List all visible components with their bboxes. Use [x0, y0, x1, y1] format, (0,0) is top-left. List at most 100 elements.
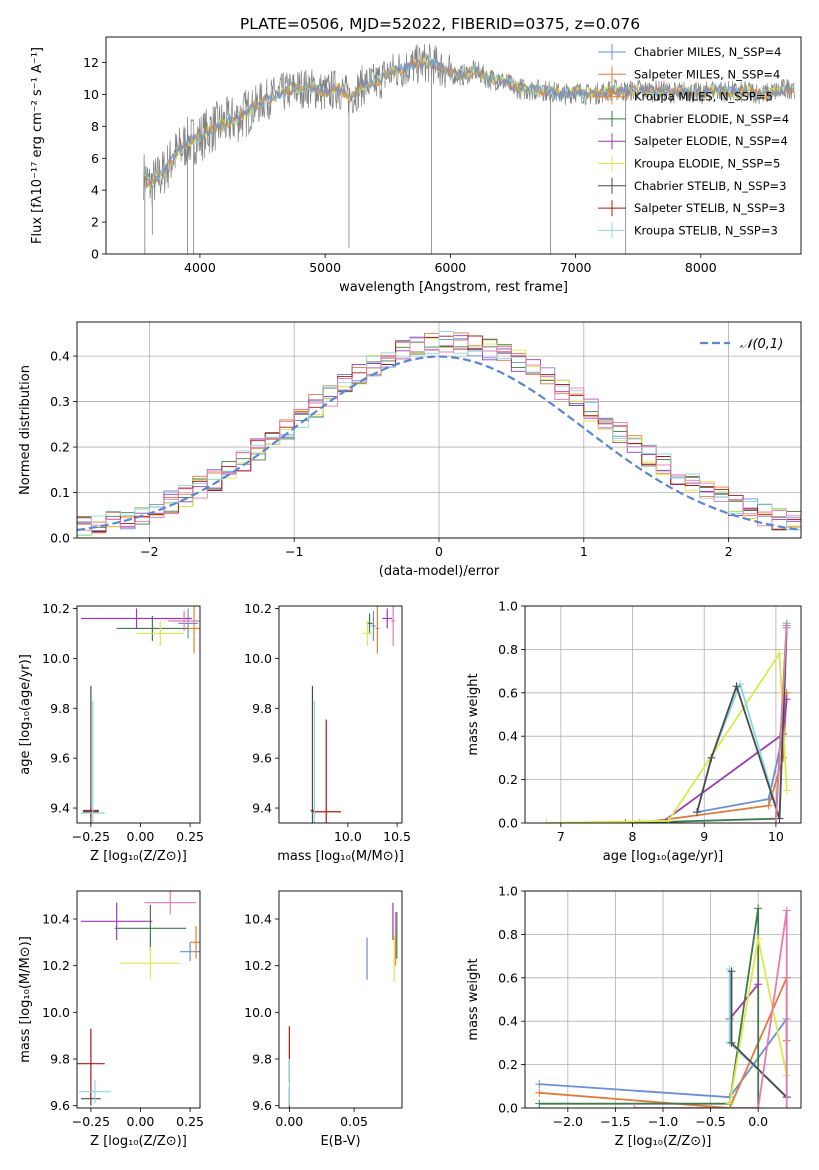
legend-label: Salpeter ELODIE, N_SSP=4: [634, 134, 788, 148]
errorbar-point: [371, 610, 376, 641]
panel-residuals: −2 −1 0 1 2 0.0 0.1 0.2 0.3 0.4 (data-model)/error…: [18, 321, 802, 579]
y-tick-label: 9.8: [50, 1052, 70, 1067]
y-tick-label: 0.0: [498, 1101, 518, 1116]
x-axis-label: Z [log₁₀(Z/Z⊙)]: [90, 1134, 187, 1149]
y-tick-label: 10.2: [244, 601, 272, 616]
panel-mass-vs-z: −0.25 0.00 0.25 9.6 9.8 10.0 10.2 10.4 Z [log₁₀(…: [18, 890, 204, 1149]
y-tick-label: 0.2: [498, 1057, 518, 1072]
mass-weight-marker: [630, 1104, 639, 1108]
x-axis-label: wavelength [Angstrom, rest frame]: [339, 280, 568, 295]
mass-weight-marker: [727, 967, 736, 976]
x-tick-label: 6000: [434, 260, 466, 275]
x-tick-label: 8: [629, 829, 637, 844]
mass-weight-marker: [664, 816, 673, 823]
axes-frame: [76, 605, 201, 824]
legend: 𝒩(0,1): [700, 337, 783, 352]
x-tick-label: 7000: [560, 260, 592, 275]
y-tick-label: 10.2: [42, 958, 70, 973]
plot-area: [77, 891, 200, 1106]
y-tick-label: 10.0: [244, 651, 272, 666]
errorbar-point: [80, 902, 153, 940]
y-tick-label: 9.6: [252, 751, 272, 766]
errorbar-point: [311, 719, 341, 823]
x-axis-label: Z [log₁₀(Z/Z⊙)]: [615, 1134, 712, 1149]
y-tick-label: 0.8: [498, 642, 518, 657]
mass-weight-marker: [754, 1104, 763, 1108]
y-tick-label: 10.2: [42, 601, 70, 616]
y-tick-label: 0.6: [498, 685, 518, 700]
x-tick-label: 9: [700, 829, 708, 844]
y-tick-label: 2: [91, 215, 99, 230]
y-tick-label: 12: [83, 55, 99, 70]
mass-weight-line: [696, 627, 788, 813]
x-tick-label: 10: [768, 829, 784, 844]
x-tick-label: −2.0: [553, 1114, 583, 1129]
axes-frame: [278, 890, 403, 1109]
y-tick-label: 1.0: [498, 884, 518, 899]
errorbar-point: [382, 608, 393, 629]
y-tick-label: 0.4: [498, 729, 518, 744]
mass-weight-line: [625, 623, 788, 823]
y-tick-label: 6: [91, 151, 99, 166]
y-tick-label: 10.0: [244, 1005, 272, 1020]
plot-area: [310, 606, 396, 823]
mass-weight-marker: [754, 934, 763, 943]
y-tick-label: 1.0: [498, 599, 518, 614]
y-tick-label: 0.8: [498, 927, 518, 942]
y-tick-label: 10: [83, 87, 99, 102]
legend-label: 𝒩(0,1): [740, 337, 783, 352]
x-tick-label: 0.00: [275, 1114, 303, 1129]
y-tick-label: 0.0: [50, 531, 70, 546]
errorbar-point: [120, 947, 181, 980]
histogram-step: [77, 331, 801, 536]
mass-weight-marker: [542, 819, 551, 823]
x-tick-label: 0.25: [176, 829, 204, 844]
panel-mass-vs-ebv: 0.00 0.05 9.6 9.8 10.0 10.2 10.4 E(B-V): [244, 890, 403, 1149]
y-tick-label: 10.0: [42, 651, 70, 666]
model-fit-line: [144, 57, 795, 191]
mass-weight-line: [539, 908, 760, 1108]
errorbar-point: [80, 700, 105, 823]
panel-massweight-vs-z: −2.0 −1.5 −1.0 −0.5 0.0 0.0 0.2 0.4 0.6 0.8 1.0 Z […: [466, 884, 802, 1149]
histogram-step: [77, 337, 801, 531]
x-tick-label: 7: [557, 829, 565, 844]
y-axis-label: Normed distribution: [18, 365, 33, 495]
errorbar-point: [77, 1028, 105, 1099]
mass-weight-marker: [782, 906, 791, 915]
x-tick-label: −0.5: [695, 1114, 725, 1129]
errorbar-point: [136, 620, 185, 646]
axes-frame: [105, 36, 802, 255]
errorbar-point: [82, 806, 99, 817]
errorbar-point: [186, 606, 200, 654]
plot-area: [542, 619, 791, 823]
gaussian-reference-curve: [77, 355, 799, 532]
plot-area: [535, 904, 791, 1108]
mass-weight-marker: [707, 753, 716, 762]
y-tick-label: 9.6: [50, 751, 70, 766]
mass-weight-marker: [754, 980, 763, 989]
x-tick-label: 5000: [309, 260, 341, 275]
axes-frame: [278, 605, 403, 824]
y-tick-label: 9.8: [252, 1052, 272, 1067]
panel-age-vs-mass: 10.0 10.5 9.4 9.6 9.8 10.0 10.2 mass [log₁₀(M/M…: [244, 601, 411, 864]
mass-weight-marker: [782, 786, 791, 795]
y-tick-label: 9.6: [50, 1098, 70, 1113]
mass-weight-marker: [693, 808, 702, 817]
axes-frame: [76, 890, 201, 1109]
y-tick-label: 9.8: [50, 701, 70, 716]
errorbar-point: [114, 905, 187, 952]
x-tick-label: 10.5: [383, 829, 411, 844]
x-tick-label: 0.0: [748, 1114, 768, 1129]
y-tick-label: 0.6: [498, 970, 518, 985]
mass-weight-marker: [771, 819, 780, 823]
y-tick-label: 9.8: [252, 701, 272, 716]
mass-weight-marker: [727, 1038, 736, 1047]
legend-label: Kroupa ELODIE, N_SSP=5: [634, 157, 780, 171]
x-tick-label: −2: [140, 544, 158, 559]
legend-label: Kroupa MILES, N_SSP=5: [634, 90, 773, 104]
x-tick-label: −0.25: [72, 829, 110, 844]
mass-weight-marker: [535, 1099, 544, 1108]
plot-area: [77, 331, 801, 537]
x-axis-label: mass [log₁₀(M/M⊙)]: [277, 849, 404, 864]
